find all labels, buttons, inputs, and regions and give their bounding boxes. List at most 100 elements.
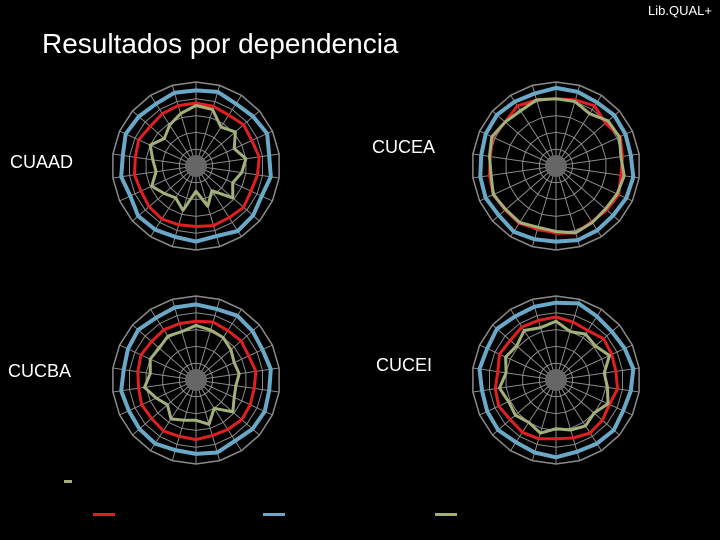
radar-series-cucba-1 bbox=[136, 319, 258, 442]
radar-spoke-cucei bbox=[555, 379, 640, 393]
radar-spoke-cucea bbox=[492, 110, 557, 167]
radar-spoke-cucba bbox=[132, 379, 197, 436]
radar-hub-cucei bbox=[545, 369, 567, 391]
radar-spoke-cucba bbox=[119, 344, 197, 381]
radar-spoke-cucba bbox=[195, 309, 242, 381]
radar-hub-cucba bbox=[185, 369, 207, 391]
radar-ring-cuaad bbox=[162, 131, 230, 201]
radar-ring-cuaad bbox=[129, 98, 263, 234]
radar-spoke-cucei bbox=[492, 324, 557, 381]
radar-spoke-cuaad bbox=[112, 153, 197, 167]
radar-spoke-cucei bbox=[555, 379, 602, 451]
radar-spoke-cucei bbox=[555, 344, 633, 381]
radar-series-cuaad-1 bbox=[133, 101, 261, 228]
legend-swatch-minimum bbox=[93, 513, 115, 516]
radar-spoke-cucba bbox=[195, 379, 260, 436]
radar-spoke-cuaad bbox=[150, 95, 197, 167]
radar-spoke-cuaad bbox=[195, 165, 260, 222]
legend-swatch-desired bbox=[263, 513, 285, 516]
radar-ring-cucei bbox=[489, 312, 623, 448]
radar-spoke-cucei bbox=[472, 367, 557, 381]
radar-spoke-cucba bbox=[195, 379, 221, 461]
radar-series-cucba-2 bbox=[143, 323, 241, 426]
radar-spoke-cucei bbox=[555, 309, 602, 381]
radar-spoke-cucea bbox=[555, 165, 620, 222]
radar-hub-cuaad bbox=[185, 155, 207, 177]
radar-spoke-cucba bbox=[195, 299, 221, 381]
radar-ring-cucba bbox=[162, 345, 230, 415]
radar-ring-cucea bbox=[472, 81, 640, 251]
radar-ring-cucea bbox=[538, 148, 574, 184]
radar-spoke-cucba bbox=[150, 309, 197, 381]
radar-ring-cucei bbox=[538, 362, 574, 398]
chart-label-cuaad: CUAAD bbox=[10, 152, 74, 172]
radar-ring-cucea bbox=[505, 115, 607, 217]
radar-spoke-cuaad bbox=[150, 165, 197, 237]
radar-spoke-cucba bbox=[112, 379, 197, 393]
radar-spoke-cucei bbox=[510, 309, 557, 381]
radar-ring-cuaad bbox=[178, 148, 214, 184]
radar-spoke-cucba bbox=[112, 367, 197, 381]
radar-spoke-cucea bbox=[472, 153, 557, 167]
radar-spoke-cucea bbox=[472, 165, 557, 179]
radar-ring-cucba bbox=[112, 295, 280, 465]
legend-small-mark bbox=[64, 480, 72, 483]
radar-spoke-cucea bbox=[492, 165, 557, 222]
radar-series-cucea-2 bbox=[488, 97, 626, 235]
radar-spoke-cuaad bbox=[112, 165, 197, 179]
radar-spoke-cucba bbox=[150, 379, 197, 451]
radar-ring-cucei bbox=[472, 295, 640, 465]
page-title: Resultados por dependencia bbox=[42, 28, 399, 59]
radar-spoke-cuaad bbox=[195, 95, 242, 167]
legend-swatch-perceived bbox=[435, 513, 457, 516]
radar-spoke-cucea bbox=[555, 165, 602, 237]
radar-spoke-cucea bbox=[555, 153, 640, 167]
brand-label: Lib.QUAL+ bbox=[648, 3, 712, 18]
radar-hub-cucea bbox=[545, 155, 567, 177]
radar-spoke-cuaad bbox=[195, 153, 280, 167]
radar-spoke-cuaad bbox=[119, 130, 197, 167]
radar-ring-cuaad bbox=[145, 115, 247, 217]
radar-spoke-cucba bbox=[132, 324, 197, 381]
chart-label-cucba: CUCBA bbox=[8, 361, 72, 381]
radar-spoke-cucei bbox=[555, 324, 620, 381]
radar-spoke-cucei bbox=[531, 299, 557, 381]
radar-ring-cucei bbox=[505, 329, 607, 431]
chart-label-cucei: CUCEI bbox=[376, 355, 433, 375]
radar-spoke-cucei bbox=[472, 379, 557, 393]
radar-series-cuaad-0 bbox=[119, 88, 273, 244]
radar-spoke-cucea bbox=[531, 165, 557, 247]
radar-spoke-cucei bbox=[555, 379, 633, 416]
radar-spoke-cuaad bbox=[171, 85, 197, 167]
radar-spoke-cuaad bbox=[119, 165, 197, 202]
radar-series-cucea-0 bbox=[478, 85, 636, 244]
radar-ring-cucei bbox=[522, 345, 590, 415]
radar-spoke-cucba bbox=[195, 324, 260, 381]
radar-spoke-cucei bbox=[492, 379, 557, 436]
radar-series-cucei-1 bbox=[493, 315, 619, 441]
radar-series-cucei-0 bbox=[477, 300, 636, 460]
radar-series-cucba-0 bbox=[119, 302, 273, 456]
radar-spoke-cuaad bbox=[195, 110, 260, 167]
radar-spoke-cucei bbox=[510, 379, 557, 451]
radar-spoke-cucei bbox=[555, 379, 620, 436]
radar-series-cuaad-2 bbox=[148, 104, 248, 212]
chart-label-cucea: CUCEA bbox=[372, 137, 436, 157]
radar-spoke-cucea bbox=[510, 165, 557, 237]
radar-spoke-cucei bbox=[555, 299, 581, 381]
radar-spoke-cuaad bbox=[195, 165, 280, 179]
radar-ring-cuaad bbox=[112, 81, 280, 251]
radar-spoke-cucba bbox=[171, 299, 197, 381]
radar-spoke-cucei bbox=[555, 379, 581, 461]
radar-spoke-cucba bbox=[195, 379, 242, 451]
radar-spoke-cucei bbox=[531, 379, 557, 461]
radar-ring-cucea bbox=[522, 131, 590, 201]
radar-spoke-cucei bbox=[555, 367, 640, 381]
radar-spoke-cucei bbox=[479, 344, 557, 381]
radar-ring-cucba bbox=[129, 312, 263, 448]
radar-spoke-cuaad bbox=[195, 165, 242, 237]
radar-spoke-cuaad bbox=[195, 85, 221, 167]
radar-series-cucei-2 bbox=[498, 319, 611, 435]
radar-ring-cucba bbox=[178, 362, 214, 398]
